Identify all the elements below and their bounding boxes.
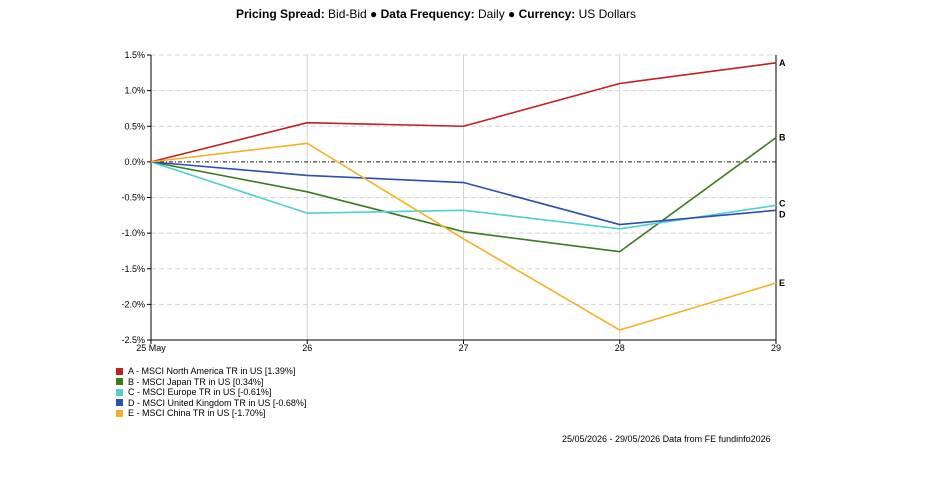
y-tick-label: 1.0% xyxy=(124,86,145,96)
x-tick-label: 28 xyxy=(615,343,625,353)
x-tick-label: 27 xyxy=(458,343,468,353)
series-end-label-d: D xyxy=(779,209,786,219)
legend-label: B - MSCI Japan TR in US [0.34%] xyxy=(128,376,264,387)
series-end-label-e: E xyxy=(779,278,785,288)
series-end-label-b: B xyxy=(779,133,786,143)
legend-swatch xyxy=(116,388,123,396)
title-separator: ● xyxy=(366,7,381,21)
series-line-b xyxy=(150,137,777,253)
series-line-e xyxy=(150,142,777,331)
title-key-frequency: Data Frequency: xyxy=(380,7,475,21)
legend-label: C - MSCI Europe TR in US [-0.61%] xyxy=(128,387,272,397)
legend-item: B - MSCI Japan TR in US [0.34%] xyxy=(116,377,306,388)
series-line-a xyxy=(150,62,777,163)
x-tick-label: 25 May xyxy=(136,343,166,353)
series-line-c xyxy=(150,161,777,230)
title-key-pricing: Pricing Spread: xyxy=(236,7,325,21)
legend-item: A - MSCI North America TR in US [1.39%] xyxy=(116,366,306,377)
title-value-currency: US Dollars xyxy=(578,7,636,21)
legend-item: D - MSCI United Kingdom TR in US [-0.68%… xyxy=(116,398,306,409)
legend-swatch xyxy=(116,367,123,375)
title-value-pricing: Bid-Bid xyxy=(328,7,367,21)
legend-swatch xyxy=(116,378,123,386)
legend-swatch xyxy=(116,409,123,417)
y-tick-label: -2.5% xyxy=(121,335,145,345)
chart-title: Pricing Spread: Bid-Bid ● Data Frequency… xyxy=(0,7,872,21)
legend-item: C - MSCI Europe TR in US [-0.61%] xyxy=(116,387,306,398)
series-end-label-c: C xyxy=(779,198,786,208)
x-tick-label: 26 xyxy=(302,343,312,353)
chart-legend: A - MSCI North America TR in US [1.39%] B… xyxy=(116,366,306,419)
y-tick-label: 1.5% xyxy=(124,50,145,60)
title-key-currency: Currency: xyxy=(518,7,576,21)
title-separator: ● xyxy=(504,7,519,21)
legend-label: D - MSCI United Kingdom TR in US [-0.68%… xyxy=(128,397,307,408)
y-tick-label: -0.5% xyxy=(121,193,145,203)
title-value-frequency: Daily xyxy=(478,7,505,21)
x-tick-label: 29 xyxy=(771,343,781,353)
legend-label: A - MSCI North America TR in US [1.39%] xyxy=(128,366,296,376)
y-tick-label: 0.0% xyxy=(124,157,145,167)
legend-swatch xyxy=(116,399,123,407)
legend-item: E - MSCI China TR in US [-1.70%] xyxy=(116,408,306,419)
y-tick-label: 0.5% xyxy=(124,121,145,131)
y-tick-label: -2.0% xyxy=(121,299,145,309)
legend-label: E - MSCI China TR in US [-1.70%] xyxy=(128,408,266,418)
y-tick-label: -1.5% xyxy=(121,264,145,274)
series-line-d xyxy=(150,161,777,226)
chart-footer: 25/05/2026 - 29/05/2026 Data from FE fun… xyxy=(562,434,771,444)
y-tick-label: -1.0% xyxy=(121,228,145,238)
series-end-label-a: A xyxy=(779,58,786,68)
